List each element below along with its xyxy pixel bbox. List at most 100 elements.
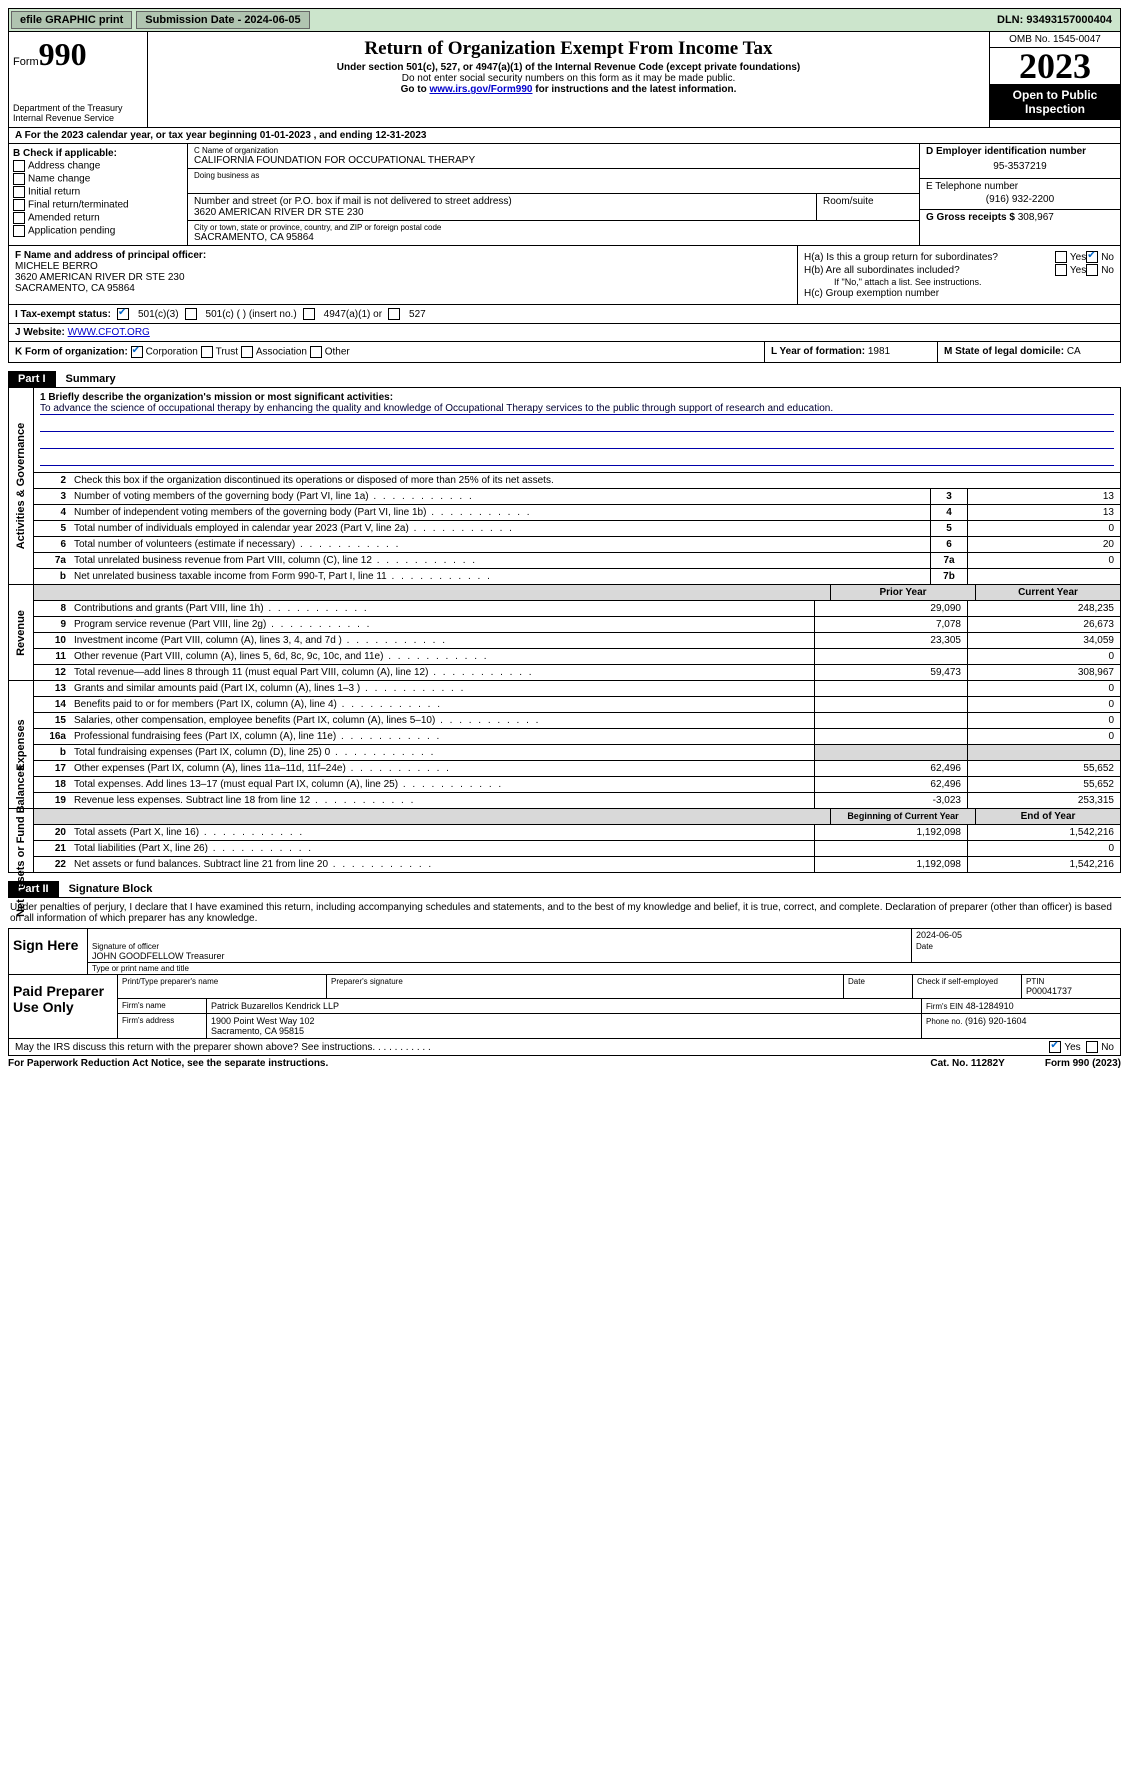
box-f-label: F Name and address of principal officer: [15,250,791,261]
chk-527[interactable] [388,308,400,320]
chk-hb-yes[interactable] [1055,264,1067,276]
part1-header: Part I Summary [8,371,1121,387]
summary-row: 22 Net assets or fund balances. Subtract… [34,857,1120,872]
chk-501c3[interactable] [117,308,129,320]
box-b: B Check if applicable: Address change Na… [9,144,188,245]
box-c: C Name of organization CALIFORNIA FOUNDA… [188,144,919,245]
chk-initial-return[interactable] [13,186,25,198]
chk-ha-no[interactable] [1086,251,1098,263]
subtitle-2: Do not enter social security numbers on … [152,73,985,84]
summary-row: 9 Program service revenue (Part VIII, li… [34,617,1120,633]
box-d: D Employer identification number 95-3537… [919,144,1120,245]
perjury-declaration: Under penalties of perjury, I declare th… [8,897,1121,928]
subtitle-1: Under section 501(c), 527, or 4947(a)(1)… [152,62,985,73]
gross-value: 308,967 [1018,212,1054,223]
chk-other[interactable] [310,346,322,358]
tel-label: E Telephone number [926,181,1114,192]
summary-row: 4 Number of independent voting members o… [34,505,1120,521]
mission-block: 1 Briefly describe the organization's mi… [34,388,1120,473]
summary-row: 6 Total number of volunteers (estimate i… [34,537,1120,553]
tax-year: 2023 [990,48,1120,84]
dln-label: DLN: 93493157000404 [989,12,1120,28]
efile-print-button[interactable]: efile GRAPHIC print [11,11,132,29]
chk-corp[interactable] [131,346,143,358]
room-label: Room/suite [823,196,913,207]
summary-row: 15 Salaries, other compensation, employe… [34,713,1120,729]
chk-may-no[interactable] [1086,1041,1098,1053]
chk-ha-yes[interactable] [1055,251,1067,263]
sign-here-block: Sign Here 2024-06-05 Signature of office… [8,928,1121,975]
summary-row: b Total fundraising expenses (Part IX, c… [34,745,1120,761]
goto-post: for instructions and the latest informat… [532,84,736,95]
summary-row: 10 Investment income (Part VIII, column … [34,633,1120,649]
irs-link[interactable]: www.irs.gov/Form990 [429,84,532,95]
form-number: 990 [39,36,87,72]
form-header: Form990 Department of the Treasury Inter… [8,32,1121,128]
city-label: City or town, state or province, country… [194,223,913,232]
box-i: I Tax-exempt status: 501(c)(3) 501(c) ( … [8,305,1121,324]
row-a-calendar: A For the 2023 calendar year, or tax yea… [8,128,1121,144]
officer-addr2: SACRAMENTO, CA 95864 [15,283,791,294]
summary-row: 18 Total expenses. Add lines 13–17 (must… [34,777,1120,793]
chk-address-change[interactable] [13,160,25,172]
box-k: K Form of organization: Corporation Trus… [9,342,765,362]
box-h: H(a) Is this a group return for subordin… [797,246,1120,304]
may-discuss-row: May the IRS discuss this return with the… [8,1039,1121,1056]
firm-name: Patrick Buzarellos Kendrick LLP [207,999,922,1013]
name-org-label: C Name of organization [194,146,913,155]
summary-row: 16a Professional fundraising fees (Part … [34,729,1120,745]
chk-app-pending[interactable] [13,225,25,237]
summary-row: 13 Grants and similar amounts paid (Part… [34,681,1120,697]
mission-text: To advance the science of occupational t… [40,403,1114,415]
officer-name: MICHELE BERRO [15,261,791,272]
org-name: CALIFORNIA FOUNDATION FOR OCCUPATIONAL T… [194,155,913,166]
gross-label: G Gross receipts $ [926,212,1015,223]
summary-row: 19 Revenue less expenses. Subtract line … [34,793,1120,808]
chk-name-change[interactable] [13,173,25,185]
chk-final-return[interactable] [13,199,25,211]
ein-value: 95-3537219 [926,157,1114,176]
part2-header: Part II Signature Block [8,881,1121,897]
box-b-label: B Check if applicable: [13,148,183,159]
dept-treasury: Department of the Treasury Internal Reve… [13,103,143,123]
summary-row: 7a Total unrelated business revenue from… [34,553,1120,569]
summary-row: 8 Contributions and grants (Part VIII, l… [34,601,1120,617]
summary-row: 14 Benefits paid to or for members (Part… [34,697,1120,713]
summary-row: 12 Total revenue—add lines 8 through 11 … [34,665,1120,680]
chk-may-yes[interactable] [1049,1041,1061,1053]
addr-label: Number and street (or P.O. box if mail i… [194,196,810,207]
ein-label: D Employer identification number [926,146,1114,157]
vlabel-ag: Activities & Governance [9,388,34,584]
officer-signature: JOHN GOODFELLOW Treasurer [92,951,907,961]
box-f: F Name and address of principal officer:… [9,246,797,304]
street-address: 3620 AMERICAN RIVER DR STE 230 [194,207,810,218]
summary-row: 3 Number of voting members of the govern… [34,489,1120,505]
submission-date: Submission Date - 2024-06-05 [136,11,309,29]
summary-row: 11 Other revenue (Part VIII, column (A),… [34,649,1120,665]
chk-501c[interactable] [185,308,197,320]
dba-label: Doing business as [194,171,913,180]
website-link[interactable]: WWW.CFOT.ORG [68,327,150,338]
officer-addr1: 3620 AMERICAN RIVER DR STE 230 [15,272,791,283]
summary-row: b Net unrelated business taxable income … [34,569,1120,584]
chk-amended[interactable] [13,212,25,224]
hb-note: If "No," attach a list. See instructions… [804,277,1114,287]
goto-pre: Go to [401,84,430,95]
chk-assoc[interactable] [241,346,253,358]
form-label: Form [13,56,39,68]
summary-row: 17 Other expenses (Part IX, column (A), … [34,761,1120,777]
vlabel-na: Net Assets or Fund Balances [9,809,34,872]
open-public: Open to Public Inspection [990,84,1120,120]
chk-4947[interactable] [303,308,315,320]
chk-hb-no[interactable] [1086,264,1098,276]
tel-value: (916) 932-2200 [926,192,1114,207]
top-bar: efile GRAPHIC print Submission Date - 20… [8,8,1121,32]
summary-row: 21 Total liabilities (Part X, line 26) 0 [34,841,1120,857]
chk-trust[interactable] [201,346,213,358]
summary-row: 20 Total assets (Part X, line 16) 1,192,… [34,825,1120,841]
paid-preparer-block: Paid Preparer Use Only Print/Type prepar… [8,975,1121,1039]
box-j: J Website: WWW.CFOT.ORG [8,324,1121,342]
summary-row: 5 Total number of individuals employed i… [34,521,1120,537]
city-state-zip: SACRAMENTO, CA 95864 [194,232,913,243]
form-title: Return of Organization Exempt From Incom… [152,38,985,60]
